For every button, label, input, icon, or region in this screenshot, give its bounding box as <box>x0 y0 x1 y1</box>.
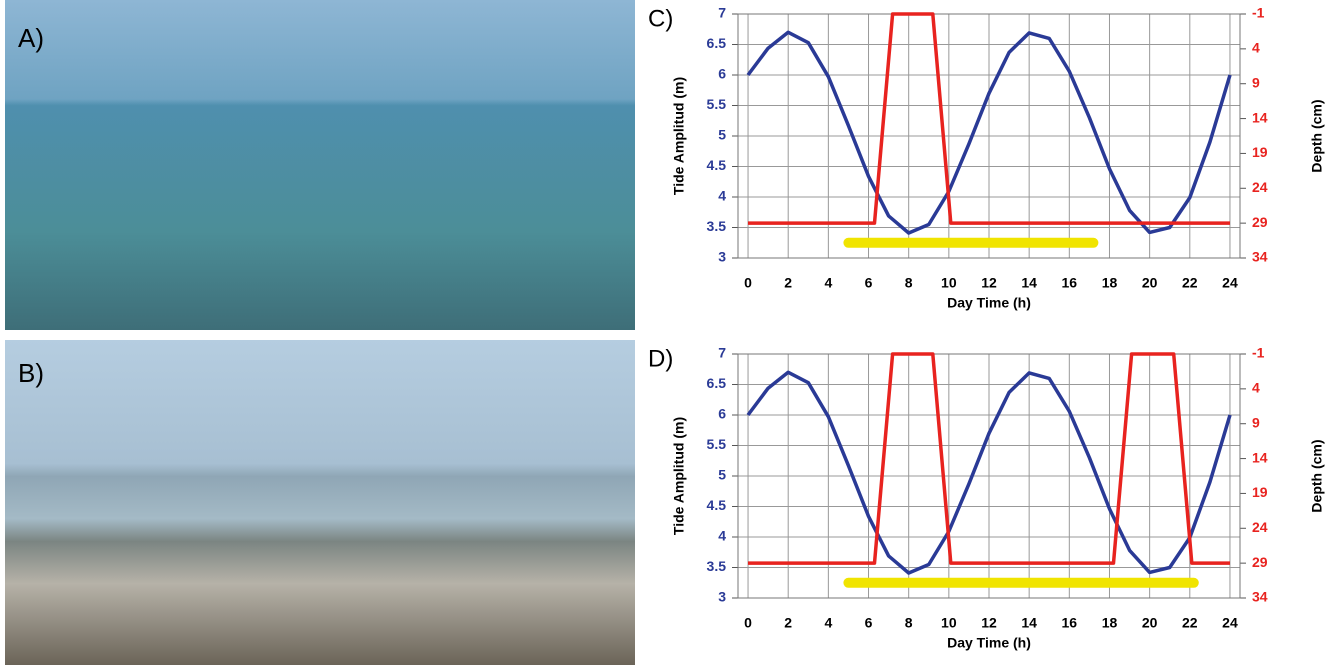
y2-tick-label: 29 <box>1252 214 1268 230</box>
y-tick-label: 3 <box>718 589 726 605</box>
photo <box>5 340 635 665</box>
series-line <box>746 370 1232 575</box>
y-tick-label: 6 <box>718 406 726 422</box>
x-tick-label: 4 <box>824 615 832 631</box>
panel-label: D) <box>648 345 673 372</box>
y-tick-label: 7 <box>718 5 726 21</box>
series-line <box>748 352 1230 565</box>
y2-tick-label: 34 <box>1252 589 1268 605</box>
x-tick-label: 2 <box>784 275 792 291</box>
x-tick-label: 20 <box>1142 615 1158 631</box>
x-tick-label: 18 <box>1102 275 1118 291</box>
x-tick-label: 16 <box>1062 615 1078 631</box>
y2-axis-label: Depth (cm) <box>1309 99 1325 172</box>
y-tick-label: 3 <box>718 249 726 265</box>
y-tick-label: 4.5 <box>707 497 727 513</box>
y-tick-label: 7 <box>718 345 726 361</box>
series-line <box>748 12 1230 225</box>
y2-tick-label: 19 <box>1252 144 1268 160</box>
y-tick-label: 6.5 <box>707 35 727 51</box>
x-axis-label: Day Time (h) <box>947 295 1031 311</box>
x-tick-label: 8 <box>905 615 913 631</box>
y-tick-label: 4 <box>718 528 726 544</box>
y-tick-label: 4.5 <box>707 157 727 173</box>
y-tick-label: 6 <box>718 66 726 82</box>
x-tick-label: 4 <box>824 275 832 291</box>
y2-tick-label: 9 <box>1252 414 1260 430</box>
y2-tick-label: 29 <box>1252 554 1268 570</box>
y2-tick-label: -1 <box>1252 345 1265 361</box>
y2-tick-label: 4 <box>1252 40 1260 56</box>
x-tick-label: 6 <box>865 615 873 631</box>
y2-tick-label: 9 <box>1252 74 1260 90</box>
panel-label: A) <box>18 23 44 53</box>
panel-label: B) <box>18 358 44 388</box>
y2-tick-label: 14 <box>1252 109 1268 125</box>
y2-tick-label: 19 <box>1252 484 1268 500</box>
y2-tick-label: 14 <box>1252 449 1268 465</box>
x-tick-label: 24 <box>1222 275 1238 291</box>
x-tick-label: 20 <box>1142 275 1158 291</box>
x-tick-label: 6 <box>865 275 873 291</box>
y-axis-label: Tide Amplitud (m) <box>671 77 687 195</box>
y-tick-label: 5.5 <box>707 96 727 112</box>
y2-tick-label: 34 <box>1252 249 1268 265</box>
y-axis-label: Tide Amplitud (m) <box>671 417 687 535</box>
y2-tick-label: -1 <box>1252 5 1265 21</box>
x-tick-label: 2 <box>784 615 792 631</box>
y-tick-label: 5.5 <box>707 436 727 452</box>
x-tick-label: 12 <box>981 275 997 291</box>
x-tick-label: 18 <box>1102 615 1118 631</box>
x-tick-label: 16 <box>1062 275 1078 291</box>
x-tick-label: 22 <box>1182 615 1198 631</box>
x-tick-label: 0 <box>744 275 752 291</box>
x-tick-label: 14 <box>1021 275 1037 291</box>
plot-frame <box>737 353 1241 599</box>
y-tick-label: 5 <box>718 467 726 483</box>
plot-frame <box>737 13 1241 259</box>
panel-label: C) <box>648 5 673 32</box>
y2-tick-label: 4 <box>1252 380 1260 396</box>
y-tick-label: 6.5 <box>707 375 727 391</box>
x-tick-label: 22 <box>1182 275 1198 291</box>
x-tick-label: 24 <box>1222 615 1238 631</box>
y-tick-label: 4 <box>718 188 726 204</box>
x-tick-label: 14 <box>1021 615 1037 631</box>
y2-tick-label: 24 <box>1252 519 1268 535</box>
x-tick-label: 0 <box>744 615 752 631</box>
x-tick-label: 12 <box>981 615 997 631</box>
x-tick-label: 10 <box>941 275 957 291</box>
y2-tick-label: 24 <box>1252 179 1268 195</box>
y-tick-label: 3.5 <box>707 558 727 574</box>
y2-axis-label: Depth (cm) <box>1309 439 1325 512</box>
x-tick-label: 10 <box>941 615 957 631</box>
x-tick-label: 8 <box>905 275 913 291</box>
series-line <box>746 30 1232 235</box>
photo <box>5 0 635 330</box>
y-tick-label: 5 <box>718 127 726 143</box>
x-axis-label: Day Time (h) <box>947 635 1031 651</box>
y-tick-label: 3.5 <box>707 218 727 234</box>
